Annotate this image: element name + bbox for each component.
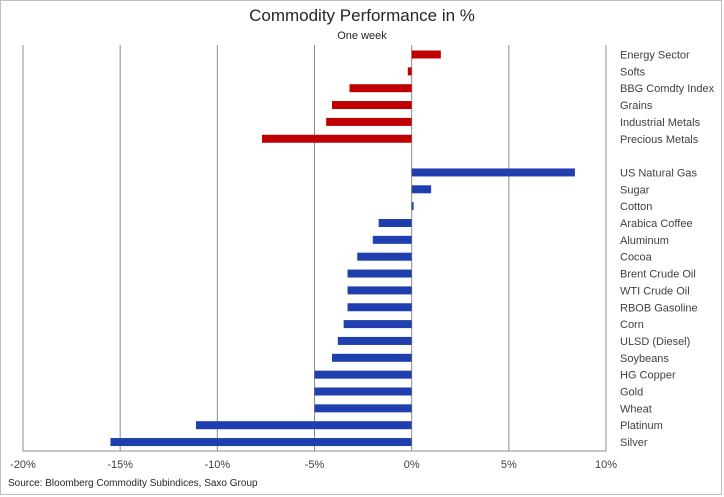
bar-bbg-comdty-index [349,84,412,93]
bar-sugar [411,185,432,194]
x-tick-label: -5% [305,459,325,471]
x-tick-label: -15% [107,459,133,471]
bar-wheat [314,404,412,413]
chart-title: Commodity Performance in % [249,6,475,25]
bar-hg-copper [314,370,412,379]
category-label: Silver [620,437,648,449]
grid-lines [22,45,607,452]
category-label: HG Copper [620,370,676,382]
bar-gold [314,387,412,396]
bar-arabica-coffee [378,219,412,227]
category-label: Softs [620,66,646,78]
category-label: Brent Crude Oil [620,269,696,281]
category-label: Arabica Coffee [620,218,693,230]
category-label: Energy Sector [620,50,690,62]
category-label: US Natural Gas [620,167,698,179]
category-labels: Energy Sector Softs BBG Comdty Index Grains… [620,50,715,450]
category-label: Aluminum [620,235,669,247]
chart-subtitle: One week [337,30,387,42]
category-label: Corn [620,319,644,331]
x-tick-label: -20% [10,459,36,471]
category-label: Sugar [620,184,650,196]
x-tick-label: -10% [204,459,230,471]
category-label: Industrial Metals [620,117,701,129]
bar-rbob-gasoline [347,303,412,312]
category-label: Soybeans [620,353,669,365]
bar-soybeans [331,353,412,362]
chart-source: Source: Bloomberg Commodity Subindices, … [8,478,258,489]
category-label: Platinum [620,420,663,432]
category-label: ULSD (Diesel) [620,336,690,348]
bar-industrial-metals [326,117,412,126]
bar-cocoa [357,252,412,261]
bar-softs [407,67,412,76]
bars [110,50,575,447]
category-label: Gold [620,387,643,399]
x-axis-ticks: -20% -15% -10% -5% 0% 5% 10% [10,459,617,471]
category-label: Cotton [620,201,652,213]
x-tick-label: 10% [595,459,617,471]
bar-ulsd-diesel [337,336,412,345]
category-label: Grains [620,100,653,112]
bar-energy-sector [411,50,441,59]
bar-grains [331,101,412,110]
x-tick-label: 0% [404,459,420,471]
bar-cotton [411,202,414,211]
category-label: Wheat [620,403,652,415]
bar-precious-metals [262,134,412,143]
category-label: RBOB Gasoline [620,302,698,314]
category-label: Cocoa [620,252,653,264]
category-label: BBG Comdty Index [620,83,715,95]
bar-wti-crude-oil [347,286,412,295]
x-tick-label: 5% [501,459,517,471]
bar-silver [110,438,412,447]
category-label: WTI Crude Oil [620,285,690,297]
bar-aluminum [372,235,412,244]
bar-corn [343,320,412,329]
bar-platinum [195,421,412,430]
bar-us-natural-gas [411,168,575,177]
category-label: Precious Metals [620,134,699,146]
bar-brent-crude-oil [347,269,412,278]
